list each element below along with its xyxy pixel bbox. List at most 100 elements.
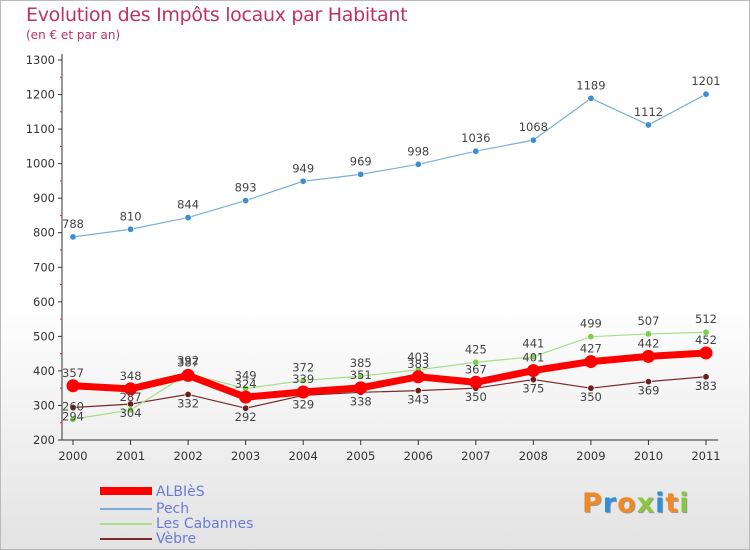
x-tick-label: 2002 <box>173 449 202 463</box>
x-tick-label: 2005 <box>346 449 375 463</box>
data-point <box>242 404 250 412</box>
data-label: 844 <box>177 198 199 212</box>
data-point <box>702 328 710 336</box>
data-label: 339 <box>292 372 314 386</box>
axes: 200 300 400 500 600 700 800 900 1000 1100 1200 1300… <box>26 53 721 463</box>
logo-letter: i <box>679 488 690 519</box>
data-label: 512 <box>695 312 717 326</box>
logo-letter: i <box>655 488 666 519</box>
data-label: 294 <box>62 410 84 424</box>
y-tick-label: 600 <box>33 295 55 309</box>
data-point <box>299 377 307 385</box>
data-point <box>239 390 253 404</box>
data-label: 401 <box>522 351 544 365</box>
x-tick-label: 2000 <box>58 449 87 463</box>
legend-label-albies: ALBIèS <box>156 484 205 500</box>
y-tick-label: 500 <box>33 329 55 343</box>
chart-title: Evolution des Impôts locaux par Habitant <box>26 4 408 26</box>
data-label: 350 <box>465 390 487 404</box>
y-tick-label: 1100 <box>26 122 55 136</box>
x-tick-label: 2011 <box>691 449 720 463</box>
data-point <box>414 387 422 395</box>
data-point <box>469 375 483 389</box>
data-label: 324 <box>235 377 257 391</box>
y-tick-label: 1300 <box>26 53 55 67</box>
data-label: 260 <box>62 399 84 413</box>
data-label: 425 <box>465 342 487 356</box>
data-label: 392 <box>177 354 199 368</box>
legend-swatch-pech <box>100 508 152 510</box>
x-tick-label: 2008 <box>519 449 548 463</box>
y-tick-label: 200 <box>33 433 55 447</box>
data-label: 788 <box>62 217 84 231</box>
logo-letter: o <box>617 488 637 519</box>
data-point <box>184 390 192 398</box>
data-point <box>529 136 537 144</box>
legend-label-pech: Pech <box>156 501 190 517</box>
data-label: 949 <box>292 161 314 175</box>
logo-letter: r <box>602 488 618 519</box>
y-tick-label: 400 <box>33 364 55 378</box>
x-tick-label: 2003 <box>231 449 260 463</box>
data-label: 348 <box>120 369 142 383</box>
data-label: 507 <box>637 314 659 328</box>
data-point <box>526 364 540 378</box>
legend-item-albies: ALBIèS <box>100 484 300 500</box>
data-label: 357 <box>62 366 84 380</box>
data-point <box>411 370 425 384</box>
data-point <box>587 333 595 341</box>
data-label: 332 <box>177 396 199 410</box>
y-tick-label: 1200 <box>26 88 55 102</box>
x-tick-label: 2004 <box>289 449 318 463</box>
data-point <box>242 197 250 205</box>
data-label: 442 <box>637 336 659 350</box>
data-point <box>587 384 595 392</box>
data-label: 350 <box>580 390 602 404</box>
data-point <box>66 379 80 393</box>
data-point <box>181 368 195 382</box>
data-point <box>641 349 655 363</box>
data-point <box>69 404 77 412</box>
data-label: 383 <box>695 379 717 393</box>
data-point <box>357 372 365 380</box>
data-point <box>702 373 710 381</box>
legend-label-vebre: Vèbre <box>156 531 197 547</box>
data-label: 343 <box>407 393 429 407</box>
data-label: 351 <box>350 368 372 382</box>
data-label: 387 <box>177 355 199 369</box>
proxiti-logo: Proxiti <box>582 488 690 519</box>
data-label: 304 <box>120 406 142 420</box>
data-label-layer: 788 810 844 893 949 969 998 1036 1068 1189 1112 120… <box>62 74 721 424</box>
data-label: 1201 <box>691 74 720 88</box>
data-point <box>69 415 77 423</box>
y-tick-label: 900 <box>33 191 55 205</box>
series-layer <box>66 90 713 423</box>
data-label: 349 <box>235 369 257 383</box>
legend-label-les-cabannes: Les Cabannes <box>156 516 254 532</box>
series-line <box>69 349 710 401</box>
data-point <box>127 225 135 233</box>
data-point <box>644 378 652 386</box>
data-point <box>124 382 138 396</box>
data-point <box>472 147 480 155</box>
data-point <box>644 330 652 338</box>
data-label: 810 <box>120 209 142 223</box>
series-albies <box>66 346 713 404</box>
series-pech <box>69 90 710 241</box>
x-tick-label: 2009 <box>576 449 605 463</box>
data-label: 329 <box>292 397 314 411</box>
data-point <box>184 214 192 222</box>
legend-item-vebre: Vèbre <box>100 531 300 547</box>
data-point <box>69 233 77 241</box>
data-label: 338 <box>350 394 372 408</box>
x-tick-label: 2006 <box>404 449 433 463</box>
legend-swatch-albies <box>100 487 152 495</box>
data-label: 375 <box>522 382 544 396</box>
data-point <box>702 90 710 98</box>
data-label: 1036 <box>461 131 490 145</box>
data-label: 1068 <box>519 120 548 134</box>
data-point <box>584 355 598 369</box>
y-tick-label: 300 <box>33 398 55 412</box>
x-tick-label: 2001 <box>116 449 145 463</box>
series-line <box>72 331 707 420</box>
